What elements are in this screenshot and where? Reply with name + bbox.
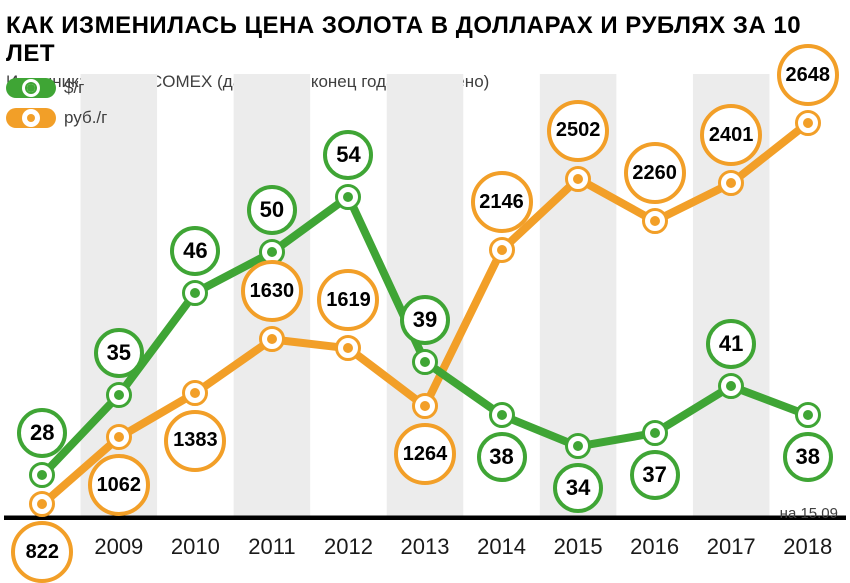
x-tick: 2011 bbox=[234, 524, 311, 568]
chart-area: 8221062138316301619126421462502226024012… bbox=[4, 74, 846, 520]
point-rub bbox=[335, 335, 361, 361]
legend: $/г руб./г bbox=[6, 78, 107, 128]
point-rub bbox=[29, 491, 55, 517]
x-tick: 2016 bbox=[616, 524, 693, 568]
point-usd bbox=[642, 420, 668, 446]
x-tick: 2017 bbox=[693, 524, 770, 568]
value-bubble-rub: 2146 bbox=[471, 171, 533, 233]
value-bubble-usd: 28 bbox=[17, 408, 67, 458]
legend-item-rub: руб./г bbox=[6, 108, 107, 128]
x-tick: 2014 bbox=[463, 524, 540, 568]
value-bubble-usd: 35 bbox=[94, 328, 144, 378]
point-rub bbox=[565, 166, 591, 192]
value-bubble-rub: 1264 bbox=[394, 423, 456, 485]
point-usd bbox=[182, 280, 208, 306]
point-usd bbox=[718, 373, 744, 399]
x-tick: 2010 bbox=[157, 524, 234, 568]
point-rub bbox=[718, 170, 744, 196]
value-bubble-usd: 38 bbox=[783, 432, 833, 482]
point-usd bbox=[29, 462, 55, 488]
point-rub bbox=[182, 380, 208, 406]
x-tick: 2012 bbox=[310, 524, 387, 568]
value-bubble-rub: 2401 bbox=[700, 104, 762, 166]
point-usd bbox=[795, 402, 821, 428]
chart-title: КАК ИЗМЕНИЛАСЬ ЦЕНА ЗОЛОТА В ДОЛЛАРАХ И … bbox=[2, 12, 848, 68]
point-usd bbox=[412, 349, 438, 375]
legend-label-usd: $/г bbox=[64, 78, 84, 98]
point-usd bbox=[106, 382, 132, 408]
legend-item-usd: $/г bbox=[6, 78, 107, 98]
value-bubble-rub: 2260 bbox=[624, 142, 686, 204]
point-rub bbox=[412, 393, 438, 419]
value-bubble-usd: 41 bbox=[706, 319, 756, 369]
point-usd bbox=[565, 433, 591, 459]
point-rub bbox=[795, 110, 821, 136]
value-bubble-rub: 1630 bbox=[241, 260, 303, 322]
point-usd bbox=[335, 184, 361, 210]
value-bubble-rub: 1062 bbox=[88, 454, 150, 516]
x-tick: 2015 bbox=[540, 524, 617, 568]
value-bubble-usd: 34 bbox=[553, 463, 603, 513]
legend-label-rub: руб./г bbox=[64, 108, 107, 128]
x-tick: 2013 bbox=[387, 524, 464, 568]
value-bubble-rub: 1619 bbox=[317, 269, 379, 331]
value-bubble-usd: 37 bbox=[630, 450, 680, 500]
value-bubble-usd: 38 bbox=[477, 432, 527, 482]
point-rub bbox=[106, 424, 132, 450]
x-axis: 2008200920102011201220132014201520162017… bbox=[4, 524, 846, 568]
x-tick: 2009 bbox=[81, 524, 158, 568]
point-rub bbox=[259, 326, 285, 352]
point-rub bbox=[489, 237, 515, 263]
value-bubble-usd: 39 bbox=[400, 295, 450, 345]
value-bubble-rub: 2502 bbox=[547, 100, 609, 162]
point-usd bbox=[489, 402, 515, 428]
footnote: на 15.09 bbox=[780, 505, 838, 522]
value-bubble-usd: 46 bbox=[170, 226, 220, 276]
value-bubble-usd: 50 bbox=[247, 185, 297, 235]
legend-swatch-rub bbox=[6, 108, 56, 128]
value-bubble-rub: 1383 bbox=[164, 410, 226, 472]
value-bubble-usd: 54 bbox=[323, 130, 373, 180]
legend-swatch-usd bbox=[6, 78, 56, 98]
point-rub bbox=[642, 208, 668, 234]
x-tick: 2018 bbox=[769, 524, 846, 568]
value-bubble-rub: 2648 bbox=[777, 44, 839, 106]
